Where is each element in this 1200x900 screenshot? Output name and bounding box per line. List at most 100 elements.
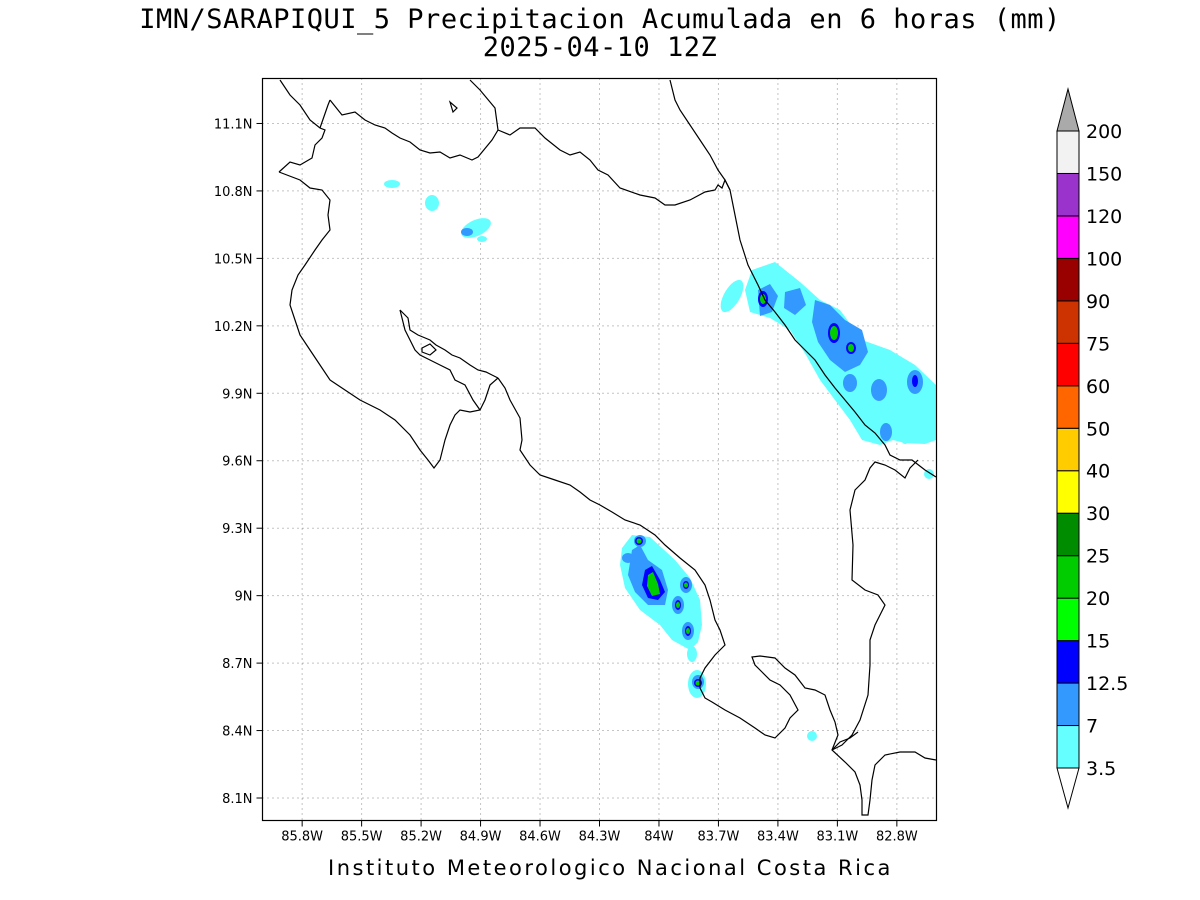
lon-tick-label: 84.9W (460, 830, 502, 845)
precip-area (695, 680, 701, 686)
precip-area (880, 423, 892, 441)
osa-inner (831, 731, 859, 751)
nicaragua-costa-rica-border (399, 309, 499, 379)
lat-tick-label: 10.5N (214, 252, 253, 267)
nicoya-inner (479, 377, 499, 411)
colorbar-level-label: 40 (1086, 461, 1110, 483)
colorbar-swatch (1056, 682, 1080, 727)
precip-area (848, 344, 854, 352)
lat-tick-label: 9.6N (222, 455, 252, 470)
colorbar-swatch (1056, 725, 1080, 769)
precip-area (843, 374, 857, 392)
colorbar-level-label: 7 (1086, 716, 1098, 738)
colorbar-level-label: 200 (1086, 121, 1122, 143)
colorbar-level-label: 150 (1086, 163, 1122, 185)
precip-area (461, 228, 473, 236)
precip-area (720, 279, 744, 313)
precip-area (784, 288, 806, 315)
colorbar-level-label: 50 (1086, 418, 1110, 440)
lat-tick-label: 9.3N (222, 522, 252, 537)
lon-tick-label: 84.3W (579, 830, 621, 845)
colorbar-swatch (1056, 555, 1080, 599)
lake-shore-north (329, 79, 499, 161)
lon-tick-label: 85.5W (341, 830, 383, 845)
colorbar-swatch (1056, 172, 1080, 217)
precip-area (461, 218, 491, 238)
pacific-coastline-north (278, 171, 482, 469)
colorbar-level-label: 90 (1086, 291, 1110, 313)
colorbar-level-label: 100 (1086, 248, 1122, 270)
colorbar-level-label: 60 (1086, 376, 1110, 398)
colorbar-level-label: 120 (1086, 206, 1122, 228)
panama-border (831, 459, 919, 751)
precip-area (687, 646, 697, 662)
colorbar-level-label: 25 (1086, 546, 1110, 568)
precip-area (686, 628, 690, 634)
latitude-axis: 11.1N 10.8N 10.5N 10.2N 9.9N 9.6N 9.3N 9N 8.7N 8.… (214, 117, 263, 807)
san-juan-river (669, 79, 726, 181)
colorbar-legend: 3.5 7 12.5 15 20 25 30 40 50 60 75 90 100 120 150 200 (1056, 87, 1128, 810)
colorbar-swatch (1056, 597, 1080, 642)
lon-tick-label: 84.6W (519, 830, 561, 845)
precip-area (622, 553, 634, 563)
colorbar-swatch (1056, 342, 1080, 387)
precip-area (636, 538, 642, 544)
colorbar-level-label: 15 (1086, 631, 1110, 653)
colorbar-level-label: 30 (1086, 503, 1110, 525)
nicaragua-coast-upper (278, 79, 326, 173)
northern-border (497, 127, 731, 206)
colorbar-swatch (1056, 640, 1080, 684)
map-subtitle: 2025-04-10 12Z (482, 32, 718, 63)
precip-area (384, 180, 400, 188)
island-lake (448, 100, 458, 114)
lat-tick-label: 11.1N (214, 117, 253, 132)
map-title: IMN/SARAPIQUI_5 Precipitacion Acumulada … (139, 4, 1061, 35)
pacific-coast-central (497, 377, 937, 816)
precipitation-field (384, 180, 936, 741)
colorbar-swatch (1056, 427, 1080, 472)
colorbar-max-arrow (1056, 87, 1080, 132)
precip-area (684, 582, 688, 588)
lat-tick-label: 9N (235, 590, 253, 605)
graticule (262, 78, 937, 821)
precip-area (425, 195, 439, 211)
colorbar-swatch (1056, 257, 1080, 302)
precip-area (901, 432, 909, 444)
precip-area (912, 375, 918, 387)
caribbean-coast (724, 179, 937, 478)
lon-tick-label: 85.8W (281, 830, 323, 845)
lagoon-outline (421, 343, 437, 356)
colorbar-level-label: 20 (1086, 588, 1110, 610)
precip-area (647, 572, 660, 596)
lake-inner-north (319, 99, 331, 129)
lon-tick-label: 82.8W (876, 830, 918, 845)
lat-tick-label: 8.7N (222, 657, 252, 672)
colorbar-swatch (1056, 512, 1080, 557)
colorbar-min-arrow (1056, 767, 1080, 810)
lat-tick-label: 8.4N (222, 725, 252, 740)
colorbar-level-label: 3.5 (1086, 758, 1116, 780)
lon-tick-label: 83.7W (698, 830, 740, 845)
longitude-axis: 85.8W 85.5W 85.2W 84.9W 84.6W 84.3W 84W 83.7W 83… (281, 820, 918, 845)
coastlines (278, 79, 937, 816)
colorbar-swatch (1056, 130, 1080, 174)
precip-area (830, 326, 838, 340)
precip-area (676, 602, 680, 608)
precip-area (807, 731, 817, 741)
colorbar-level-label: 12.5 (1086, 673, 1128, 695)
lat-tick-label: 8.1N (222, 792, 252, 807)
lat-tick-label: 9.9N (222, 387, 252, 402)
footer-credit: Instituto Meteorologico Nacional Costa R… (328, 856, 893, 880)
colorbar-swatch (1056, 215, 1080, 259)
lon-tick-label: 83.1W (816, 830, 858, 845)
precip-area (871, 379, 887, 401)
precip-area (812, 300, 868, 372)
precip-area (760, 294, 766, 304)
colorbar-swatch (1056, 300, 1080, 344)
lon-tick-label: 83.4W (757, 830, 799, 845)
lon-tick-label: 85.2W (400, 830, 442, 845)
lat-tick-label: 10.2N (214, 320, 253, 335)
colorbar-swatch (1056, 385, 1080, 429)
lon-tick-label: 84W (644, 830, 674, 845)
